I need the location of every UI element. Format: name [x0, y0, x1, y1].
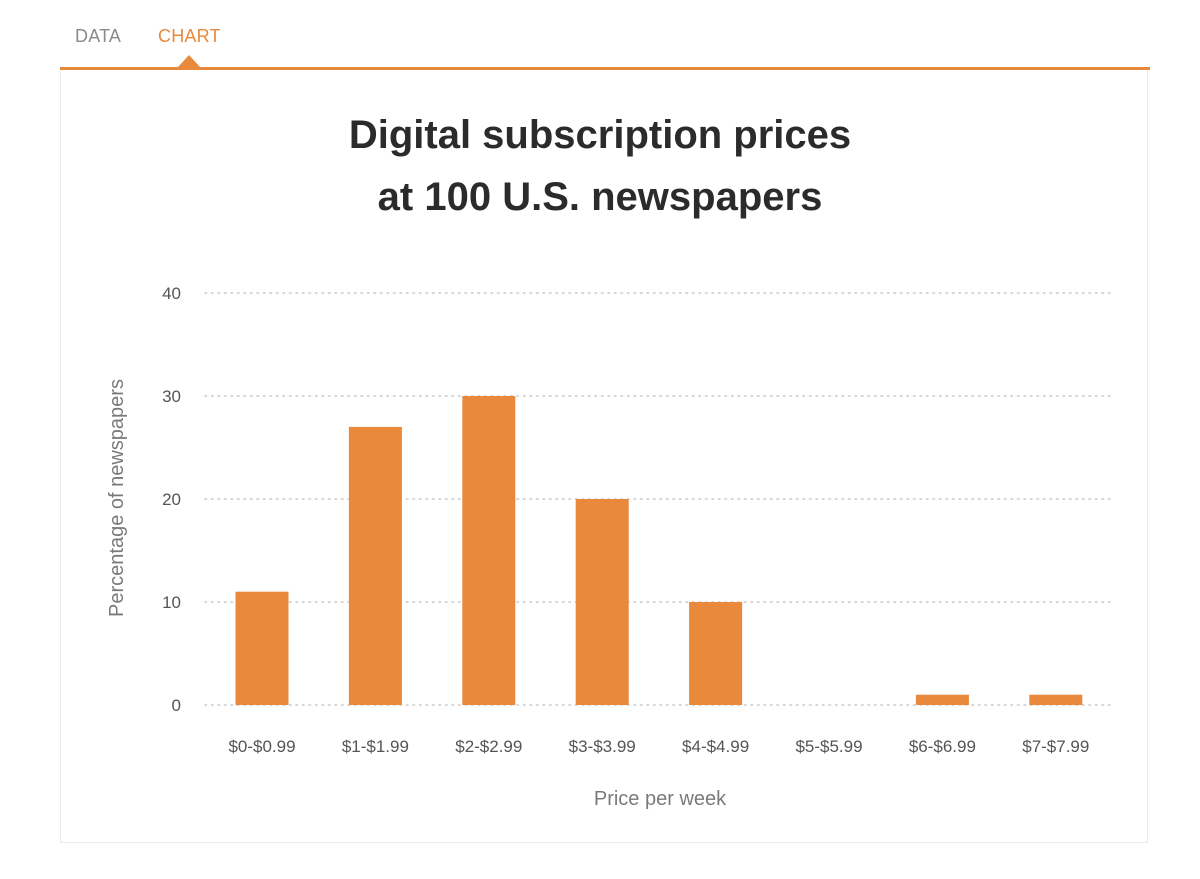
gridlines — [204, 292, 1111, 706]
tab-data[interactable]: DATA — [75, 26, 122, 46]
chart-panel — [60, 70, 1148, 843]
chart-title-line-1: Digital subscription prices — [348, 113, 852, 157]
bar[interactable] — [348, 426, 402, 705]
bar[interactable] — [235, 591, 289, 705]
chart-title: Digital subscription prices at 100 U.S. … — [0, 104, 1200, 228]
active-tab-indicator — [178, 55, 200, 67]
y-tick-label: 40 — [162, 284, 181, 303]
y-tick-label: 30 — [162, 387, 181, 406]
bar[interactable] — [1029, 694, 1083, 705]
x-tick-label: $2-$2.99 — [455, 737, 522, 756]
y-axis-ticks: 0 10 20 30 40 — [162, 284, 181, 715]
y-axis-label: Percentage of newspapers — [106, 379, 128, 617]
bar[interactable] — [689, 602, 743, 705]
x-tick-label: $3-$3.99 — [569, 737, 636, 756]
x-tick-label: $1-$1.99 — [342, 737, 409, 756]
bar[interactable] — [462, 396, 516, 705]
tab-underline — [60, 67, 1150, 70]
x-axis-ticks: $0-$0.99 $1-$1.99 $2-$2.99 $3-$3.99 $4-$4.99… — [228, 737, 1089, 756]
x-tick-label: $4-$4.99 — [682, 737, 749, 756]
y-tick-label: 20 — [162, 490, 181, 509]
x-axis-label: Price per week — [594, 788, 727, 810]
bar[interactable] — [575, 499, 629, 705]
x-tick-label: $7-$7.99 — [1022, 737, 1089, 756]
bar[interactable] — [915, 694, 969, 705]
y-tick-label: 0 — [172, 696, 181, 715]
chart-tabs: DATA CHART — [60, 0, 1150, 70]
tab-chart[interactable]: CHART — [158, 26, 221, 46]
x-tick-label: $6-$6.99 — [909, 737, 976, 756]
x-tick-label: $0-$0.99 — [228, 737, 295, 756]
x-tick-label: $5-$5.99 — [795, 737, 862, 756]
bars — [235, 396, 1083, 705]
chart-title-line-2: at 100 U.S. newspapers — [377, 175, 823, 219]
y-tick-label: 10 — [162, 593, 181, 612]
